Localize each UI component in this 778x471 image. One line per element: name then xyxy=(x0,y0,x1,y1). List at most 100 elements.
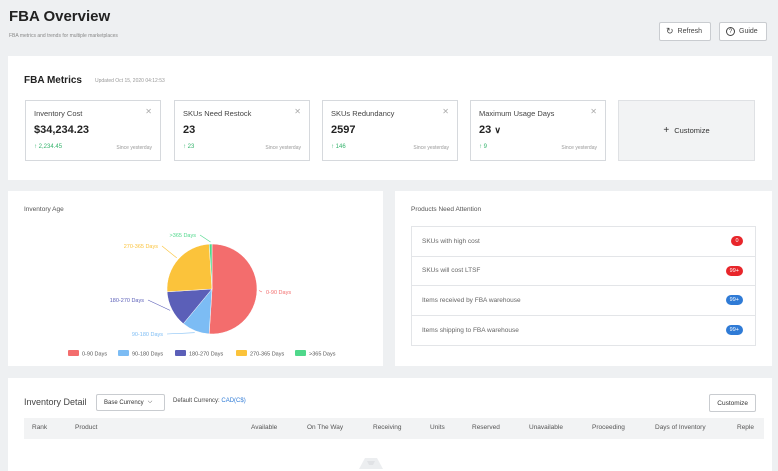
column-header-days-of-inventory[interactable]: Days of Inventory xyxy=(655,424,706,431)
legend-label[interactable]: >365 Days xyxy=(309,352,336,358)
page-title: FBA Overview xyxy=(9,8,111,25)
metric-delta: ↑ 23 xyxy=(183,144,195,150)
metric-card-inventory-cost[interactable]: Inventory Cost ✕ $34,234.23 ↑ 2,234.45 S… xyxy=(25,100,161,161)
attention-label: SKUs with high cost xyxy=(422,237,480,245)
metric-value: 23 xyxy=(183,124,196,136)
attention-list: SKUs with high cost 0 SKUs will cost LTS… xyxy=(411,226,756,346)
count-badge: 99+ xyxy=(725,265,743,276)
currency-select[interactable]: Base Currency ⌵ xyxy=(96,394,165,411)
pie-leader-line xyxy=(258,290,263,293)
metric-delta: ↑ 2,234.45 xyxy=(34,144,63,150)
metric-value: $34,234.23 xyxy=(34,124,90,136)
close-icon[interactable]: ✕ xyxy=(442,107,449,116)
default-currency-link[interactable]: CAD(C$) xyxy=(221,398,246,404)
refresh-icon: ↻ xyxy=(666,26,674,36)
metric-since: Since yesterday xyxy=(413,145,449,151)
pie-leader-line xyxy=(166,332,195,335)
legend-swatch[interactable] xyxy=(68,350,79,356)
up-arrow-icon: ↑ xyxy=(331,144,334,150)
pie-slice-label: 270-365 Days xyxy=(124,244,158,250)
close-icon[interactable]: ✕ xyxy=(590,107,597,116)
column-header-proceeding[interactable]: Proceeding xyxy=(592,424,625,431)
count-badge: 99+ xyxy=(725,295,743,306)
pie-leader-line xyxy=(147,299,171,311)
inventory-detail-title: Inventory Detail xyxy=(24,397,87,407)
customize-columns-button[interactable]: Customize xyxy=(709,394,756,412)
guide-button[interactable]: ? Guide xyxy=(719,22,767,41)
empty-state-icon xyxy=(359,458,383,469)
pie-slice-label: >365 Days xyxy=(170,233,197,239)
metric-since: Since yesterday xyxy=(561,145,597,151)
column-header-reple[interactable]: Reple xyxy=(737,424,754,431)
close-icon[interactable]: ✕ xyxy=(294,107,301,116)
metric-value: 2597 xyxy=(331,124,356,136)
legend-label[interactable]: 270-365 Days xyxy=(250,352,284,358)
attention-title: Products Need Attention xyxy=(411,206,482,213)
refresh-label: Refresh xyxy=(677,28,703,35)
up-arrow-icon: ↑ xyxy=(479,144,482,150)
column-header-unavailable[interactable]: Unavailable xyxy=(529,424,563,431)
metric-label: Inventory Cost xyxy=(34,109,83,118)
metric-delta: ↑ 9 xyxy=(479,144,488,150)
list-item[interactable]: SKUs with high cost 0 xyxy=(412,227,755,257)
legend-label[interactable]: 0-90 Days xyxy=(82,352,107,358)
metrics-updated-time: Updated Oct 15, 2020 04:12:53 xyxy=(95,78,165,84)
pie-slice-4[interactable] xyxy=(208,243,213,290)
attention-label: Items received by FBA warehouse xyxy=(422,296,521,304)
customize-metrics-button[interactable]: + Customize xyxy=(618,100,755,161)
count-badge: 99+ xyxy=(725,325,743,336)
pie-slice-label: 180-270 Days xyxy=(110,298,144,304)
list-item[interactable]: SKUs will cost LTSF 99+ xyxy=(412,257,755,286)
close-icon[interactable]: ✕ xyxy=(145,107,152,116)
fba-metrics-panel: FBA Metrics Updated Oct 15, 2020 04:12:5… xyxy=(8,56,772,180)
chevron-down-icon: ⌵ xyxy=(147,399,153,405)
column-header-receiving[interactable]: Receiving xyxy=(373,424,402,431)
products-need-attention-panel: Products Need Attention SKUs with high c… xyxy=(395,191,772,366)
attention-label: SKUs will cost LTSF xyxy=(422,267,481,275)
legend-label[interactable]: 180-270 Days xyxy=(189,352,223,358)
default-currency: Default Currency: CAD(C$) xyxy=(173,398,246,404)
metric-card-maximum-usage-days[interactable]: Maximum Usage Days ✕ 23 ∨ ↑ 9 Since yest… xyxy=(470,100,606,161)
column-header-reserved[interactable]: Reserved xyxy=(472,424,500,431)
legend-swatch[interactable] xyxy=(118,350,129,356)
inventory-age-panel: Inventory Age 0-90 Days 90-180 Days 180-27… xyxy=(8,191,383,366)
list-item[interactable]: Items shipping to FBA warehouse 99+ xyxy=(412,316,755,346)
up-arrow-icon: ↑ xyxy=(34,144,37,150)
inventory-detail-panel: Inventory Detail Base Currency ⌵ Default… xyxy=(8,378,772,471)
metric-label: Maximum Usage Days xyxy=(479,109,555,118)
inventory-age-pie-chart: 0-90 Days 90-180 Days 180-270 Days 270-365 … xyxy=(68,233,336,358)
metric-since: Since yesterday xyxy=(116,145,152,151)
pie-slice-label: 90-180 Days xyxy=(132,332,163,338)
list-item[interactable]: Items received by FBA warehouse 99+ xyxy=(412,286,755,316)
metric-label: SKUs Need Restock xyxy=(183,109,252,118)
column-header-available[interactable]: Available xyxy=(251,424,278,431)
column-header-rank[interactable]: Rank xyxy=(32,424,48,431)
column-header-product[interactable]: Product xyxy=(75,424,98,431)
pie-slice-0[interactable] xyxy=(208,243,258,335)
legend-swatch[interactable] xyxy=(236,350,247,356)
pie-leader-line xyxy=(199,234,211,243)
pie-leader-line xyxy=(161,245,177,259)
up-arrow-icon: ↑ xyxy=(183,144,186,150)
column-header-on-the-way[interactable]: On The Way xyxy=(307,424,344,431)
attention-label: Items shipping to FBA warehouse xyxy=(422,326,519,334)
plus-icon: + xyxy=(663,125,670,136)
metric-card-skus-redundancy[interactable]: SKUs Redundancy ✕ 2597 ↑ 146 Since yeste… xyxy=(322,100,458,161)
currency-select-value: Base Currency xyxy=(104,399,144,406)
page-subtitle: FBA metrics and trends for multiple mark… xyxy=(9,33,118,39)
legend-swatch[interactable] xyxy=(295,350,306,356)
legend-swatch[interactable] xyxy=(175,350,186,356)
chevron-down-icon[interactable]: ∨ xyxy=(494,125,501,135)
metric-delta: ↑ 146 xyxy=(331,144,346,150)
legend-label[interactable]: 90-180 Days xyxy=(132,352,163,358)
metric-since: Since yesterday xyxy=(265,145,301,151)
metrics-title: FBA Metrics xyxy=(24,75,82,86)
customize-label: Customize xyxy=(674,126,710,135)
column-header-units[interactable]: Units xyxy=(430,424,445,431)
count-badge: 0 xyxy=(731,236,743,247)
metric-card-skus-need-restock[interactable]: SKUs Need Restock ✕ 23 ↑ 23 Since yester… xyxy=(174,100,310,161)
pie-slice-3[interactable] xyxy=(166,243,213,293)
inventory-age-title: Inventory Age xyxy=(24,206,64,213)
refresh-button[interactable]: ↻ Refresh xyxy=(659,22,711,41)
help-icon: ? xyxy=(726,27,735,36)
